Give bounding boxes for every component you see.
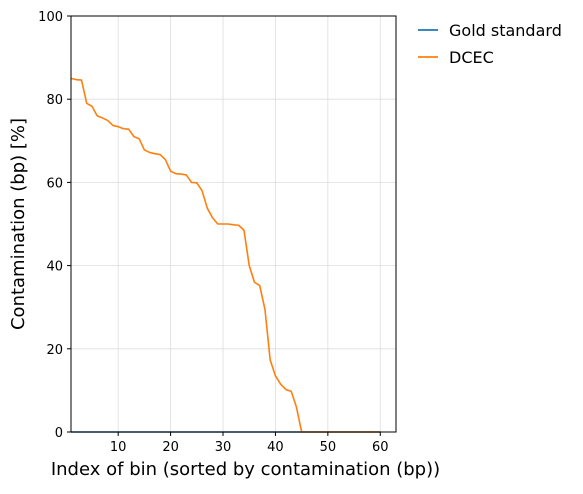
x-tick-label: 40 [267, 440, 284, 455]
y-tick-label: 100 [38, 10, 63, 25]
x-tick-label: 20 [162, 440, 179, 455]
plot-frame [70, 15, 397, 433]
grid-lines [71, 15, 396, 433]
legend-label: DCEC [449, 48, 494, 67]
y-tick-label: 20 [46, 343, 63, 358]
series-line-1 [70, 77, 381, 433]
x-tick-label: 30 [215, 440, 232, 455]
series-layer [70, 77, 381, 433]
x-tick-label: 60 [372, 440, 389, 455]
axis-ticks: 10 20 30 40 50 60 0 20 40 60 80 100 [38, 10, 388, 455]
y-tick-label: 40 [46, 260, 63, 275]
x-tick-label: 10 [110, 440, 127, 455]
x-axis-label: Index of bin (sorted by contamination (b… [51, 459, 440, 480]
legend: Gold standard DCEC [418, 21, 562, 67]
y-axis-label: Contamination (bp) [%] [8, 118, 29, 330]
x-tick-label: 50 [320, 440, 337, 455]
legend-label: Gold standard [449, 21, 562, 40]
y-tick-label: 60 [46, 176, 63, 191]
y-tick-label: 0 [55, 426, 63, 441]
y-tick-label: 80 [46, 93, 63, 108]
